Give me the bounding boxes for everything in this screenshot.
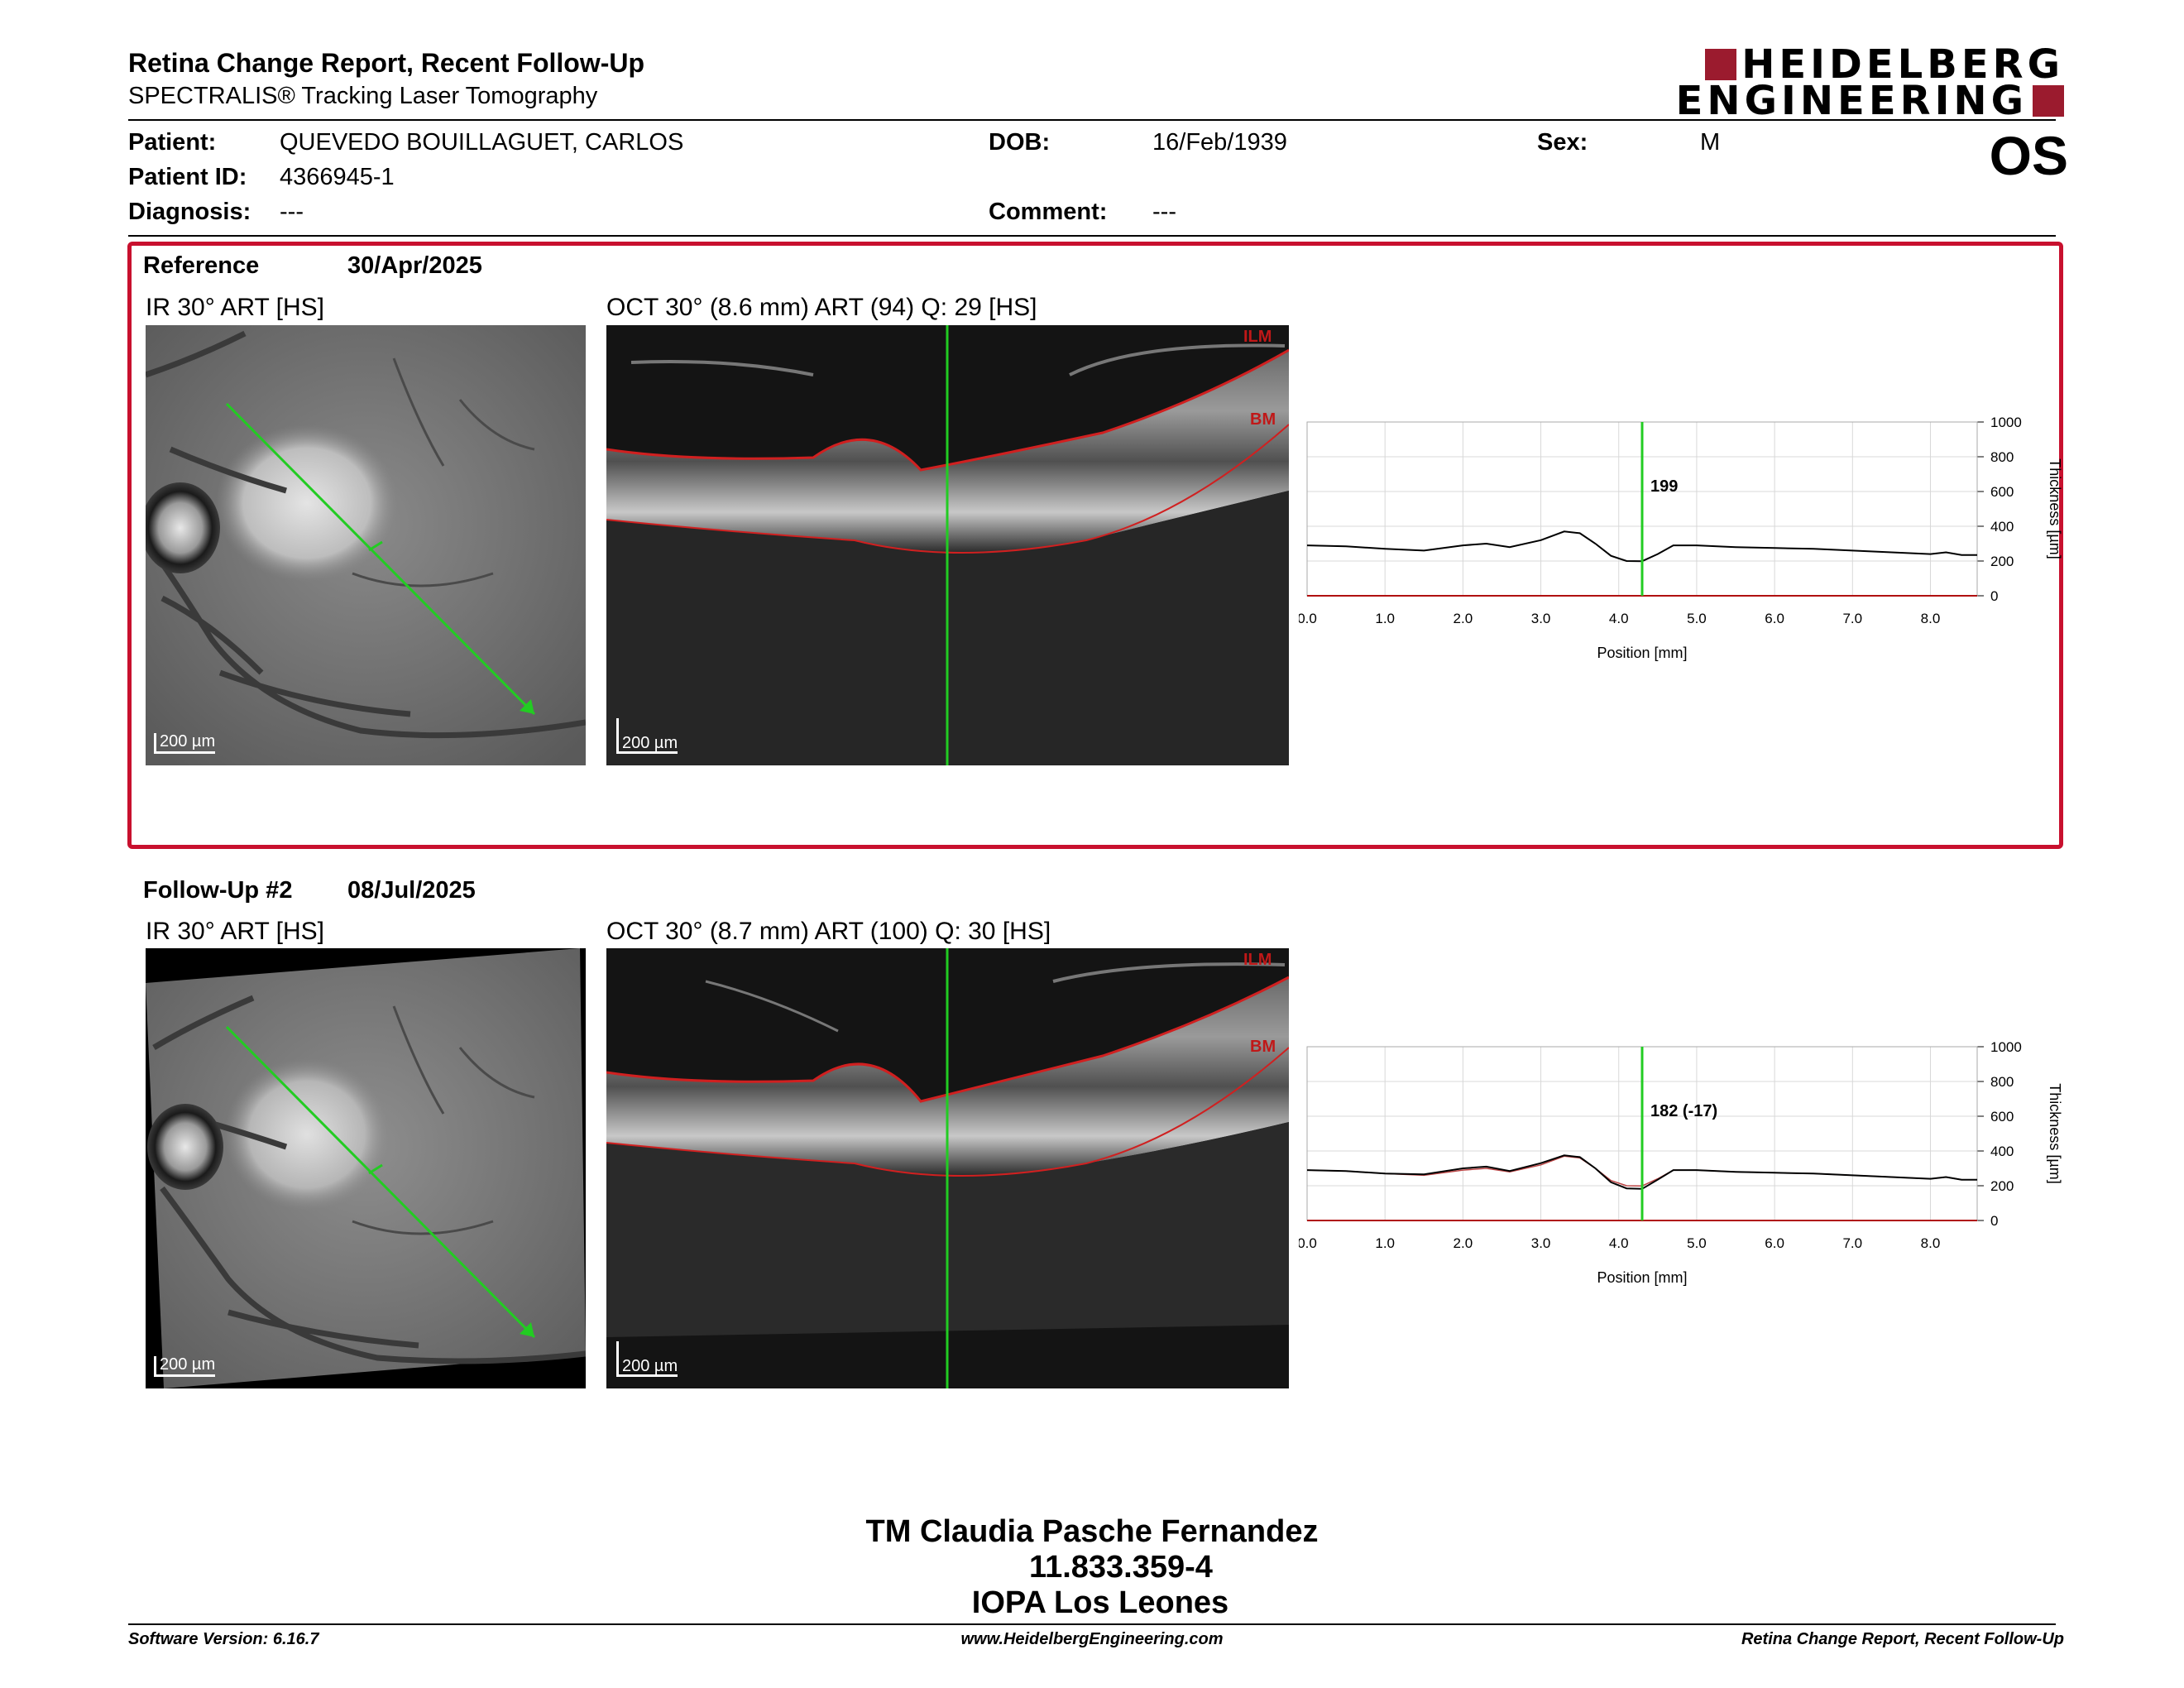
- oct-scale-bar: 200 µm: [616, 1341, 678, 1377]
- oct-caption: OCT 30° (8.7 mm) ART (100) Q: 30 [HS]: [606, 918, 1051, 945]
- oct-caption: OCT 30° (8.6 mm) ART (94) Q: 29 [HS]: [606, 294, 1037, 321]
- logo: HEIDELBERG: [1705, 41, 2064, 88]
- signature-name: TM Claudia Pasche Fernandez: [865, 1514, 1319, 1549]
- x-tick-label: 5.0: [1687, 1235, 1707, 1251]
- bm-label: BM: [1250, 410, 1276, 429]
- y-tick-label: 600: [1990, 484, 2014, 500]
- bm-label: BM: [1250, 1038, 1276, 1056]
- ir-fundus-image[interactable]: 200 µm: [146, 948, 586, 1388]
- thickness-chart-reference: 0.0 1.0 2.0 3.0 4.0 5.0 6.0 7.0 8.0 0 200 400 600 800…: [1299, 415, 2063, 661]
- marker-value-label: 199: [1650, 477, 1678, 496]
- reference-label: Reference: [143, 252, 260, 279]
- footer-report-name: Retina Change Report, Recent Follow-Up: [1741, 1630, 2064, 1648]
- y-tick-label: 800: [1990, 1074, 2014, 1090]
- ir-scale-bar: 200 µm: [154, 1356, 216, 1377]
- patient-name-label: Patient:: [128, 129, 217, 156]
- marker-value-label: 182 (-17): [1650, 1102, 1717, 1120]
- patient-id-label: Patient ID:: [128, 164, 247, 190]
- sex-label: Sex:: [1537, 129, 1588, 156]
- y-tick-label: 600: [1990, 1109, 2014, 1125]
- y-tick-label: 400: [1990, 519, 2014, 535]
- ir-scale-bar: 200 µm: [154, 733, 216, 754]
- divider: [128, 119, 2056, 121]
- divider: [128, 1623, 2056, 1625]
- x-tick-label: 8.0: [1921, 611, 1941, 626]
- thickness-series-line: [1306, 1154, 1977, 1190]
- diagnosis-label: Diagnosis:: [128, 199, 251, 225]
- eye-indicator: OS: [1989, 125, 2068, 186]
- y-tick-label: 200: [1990, 1178, 2014, 1194]
- diagnosis-value: ---: [280, 199, 304, 225]
- oct-graphic: ILM BM: [606, 948, 1289, 1388]
- comment-value: ---: [1152, 199, 1176, 225]
- x-tick-label: 0.0: [1299, 1235, 1317, 1251]
- patient-id: 4366945-1: [280, 164, 395, 190]
- ir-caption: IR 30° ART [HS]: [146, 918, 324, 945]
- ir-caption: IR 30° ART [HS]: [146, 294, 324, 321]
- y-tick-label: 0: [1990, 1213, 1998, 1229]
- x-tick-label: 3.0: [1531, 1235, 1551, 1251]
- reference-date: 30/Apr/2025: [347, 252, 482, 279]
- ilm-label: ILM: [1243, 328, 1272, 346]
- report-title: Retina Change Report, Recent Follow-Up: [128, 48, 645, 78]
- footer-website[interactable]: www.HeidelbergEngineering.com: [960, 1630, 1224, 1648]
- logo-text-top: HEIDELBERG: [1741, 41, 2064, 88]
- fundus-graphic: [146, 325, 586, 765]
- logo-square-icon: [2033, 85, 2064, 117]
- x-tick-label: 2.0: [1454, 1235, 1473, 1251]
- divider: [128, 235, 2056, 237]
- ilm-label: ILM: [1243, 951, 1272, 969]
- sex-value: M: [1700, 129, 1721, 156]
- y-tick-label: 1000: [1990, 1039, 2022, 1055]
- thickness-chart-followup: 0.0 1.0 2.0 3.0 4.0 5.0 6.0 7.0 8.0 0 200 400 600 800…: [1299, 1039, 2063, 1286]
- y-tick-label: 0: [1990, 588, 1998, 604]
- x-tick-label: 3.0: [1531, 611, 1551, 626]
- x-tick-label: 4.0: [1609, 1235, 1629, 1251]
- x-tick-label: 1.0: [1375, 611, 1395, 626]
- x-tick-label: 4.0: [1609, 611, 1629, 626]
- oct-bscan-image[interactable]: ILM BM 200 µm: [606, 325, 1289, 765]
- logo-bottom: ENGINEERING: [1675, 78, 2064, 124]
- x-axis-label: Position [mm]: [1597, 1269, 1687, 1286]
- signature-institution: IOPA Los Leones: [971, 1585, 1229, 1620]
- thickness-series-line: [1306, 530, 1977, 563]
- oct-scale-bar: 200 µm: [616, 718, 678, 754]
- oct-graphic: ILM BM: [606, 325, 1289, 765]
- x-tick-label: 7.0: [1842, 1235, 1862, 1251]
- y-tick-label: 1000: [1990, 415, 2022, 430]
- x-axis-label: Position [mm]: [1597, 645, 1687, 661]
- y-axis-label: Thickness [µm]: [2047, 458, 2063, 559]
- signature-id: 11.833.359-4: [1029, 1550, 1213, 1585]
- x-tick-label: 6.0: [1765, 611, 1784, 626]
- comment-label: Comment:: [989, 199, 1108, 225]
- followup-label: Follow-Up #2: [143, 877, 293, 904]
- x-tick-label: 7.0: [1842, 611, 1862, 626]
- ir-fundus-image[interactable]: 200 µm: [146, 325, 586, 765]
- oct-bscan-image[interactable]: ILM BM 200 µm: [606, 948, 1289, 1388]
- followup-date: 08/Jul/2025: [347, 877, 476, 904]
- fundus-graphic: [146, 948, 586, 1388]
- y-tick-label: 200: [1990, 554, 2014, 569]
- dob-value: 16/Feb/1939: [1152, 129, 1287, 156]
- x-tick-label: 1.0: [1375, 1235, 1395, 1251]
- dob-label: DOB:: [989, 129, 1051, 156]
- patient-name: QUEVEDO BOUILLAGUET, CARLOS: [280, 129, 684, 156]
- x-tick-label: 8.0: [1921, 1235, 1941, 1251]
- logo-square-icon: [1705, 49, 1737, 80]
- y-tick-label: 800: [1990, 449, 2014, 465]
- x-tick-label: 2.0: [1454, 611, 1473, 626]
- reference-box: [127, 242, 2063, 849]
- y-tick-label: 400: [1990, 1144, 2014, 1159]
- x-tick-label: 5.0: [1687, 611, 1707, 626]
- x-tick-label: 0.0: [1299, 611, 1317, 626]
- logo-text-bottom: ENGINEERING: [1675, 78, 2028, 124]
- report-subtitle: SPECTRALIS® Tracking Laser Tomography: [128, 83, 598, 109]
- x-tick-label: 6.0: [1765, 1235, 1784, 1251]
- footer-software-version: Software Version: 6.16.7: [128, 1630, 319, 1648]
- y-axis-label: Thickness [µm]: [2047, 1083, 2063, 1183]
